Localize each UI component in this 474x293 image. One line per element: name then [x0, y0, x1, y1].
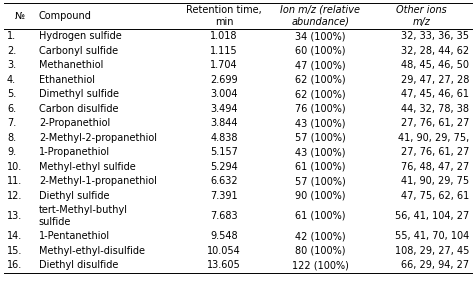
Text: 66, 29, 94, 27: 66, 29, 94, 27 [401, 260, 469, 270]
Text: 90 (100%): 90 (100%) [295, 191, 346, 201]
Text: 57 (100%): 57 (100%) [295, 133, 346, 143]
Text: Diethyl disulfide: Diethyl disulfide [39, 260, 118, 270]
Text: 61 (100%): 61 (100%) [295, 162, 346, 172]
Text: 15.: 15. [7, 246, 22, 256]
Text: 41, 90, 29, 75,: 41, 90, 29, 75, [398, 133, 469, 143]
Text: 57 (100%): 57 (100%) [295, 176, 346, 186]
Text: 122 (100%): 122 (100%) [292, 260, 348, 270]
Text: 1.704: 1.704 [210, 60, 238, 70]
Text: 1.115: 1.115 [210, 46, 238, 56]
Text: 42 (100%): 42 (100%) [295, 231, 346, 241]
Text: 2.699: 2.699 [210, 75, 238, 85]
Text: 2.: 2. [7, 46, 16, 56]
Text: 11.: 11. [7, 176, 22, 186]
Text: 7.: 7. [7, 118, 16, 128]
Text: 6.: 6. [7, 104, 16, 114]
Text: tert-Methyl-buthyl
sulfide: tert-Methyl-buthyl sulfide [39, 205, 128, 227]
Text: 1.018: 1.018 [210, 31, 238, 41]
Text: Dimethyl sulfide: Dimethyl sulfide [39, 89, 119, 99]
Text: Other ions
m/z: Other ions m/z [396, 5, 447, 27]
Text: 56, 41, 104, 27: 56, 41, 104, 27 [395, 211, 469, 221]
Text: Methyl-ethyl-disulfide: Methyl-ethyl-disulfide [39, 246, 145, 256]
Text: 13.605: 13.605 [207, 260, 241, 270]
Text: 47 (100%): 47 (100%) [295, 60, 346, 70]
Text: 2-Methyl-2-propanethiol: 2-Methyl-2-propanethiol [39, 133, 157, 143]
Text: Carbon disulfide: Carbon disulfide [39, 104, 118, 114]
Text: 4.: 4. [7, 75, 16, 85]
Text: 43 (100%): 43 (100%) [295, 147, 346, 157]
Text: 61 (100%): 61 (100%) [295, 211, 346, 221]
Text: 27, 76, 61, 27: 27, 76, 61, 27 [401, 118, 469, 128]
Text: Diethyl sulfide: Diethyl sulfide [39, 191, 109, 201]
Text: 16.: 16. [7, 260, 22, 270]
Text: 13.: 13. [7, 211, 22, 221]
Text: 62 (100%): 62 (100%) [295, 89, 346, 99]
Text: 55, 41, 70, 104: 55, 41, 70, 104 [395, 231, 469, 241]
Text: 80 (100%): 80 (100%) [295, 246, 346, 256]
Text: Methyl-ethyl sulfide: Methyl-ethyl sulfide [39, 162, 136, 172]
Text: 2-Methyl-1-propanethiol: 2-Methyl-1-propanethiol [39, 176, 157, 186]
Text: 6.632: 6.632 [210, 176, 238, 186]
Text: 1-Propanethiol: 1-Propanethiol [39, 147, 110, 157]
Text: 62 (100%): 62 (100%) [295, 75, 346, 85]
Text: Retention time,
min: Retention time, min [186, 5, 262, 27]
Text: 47, 75, 62, 61: 47, 75, 62, 61 [401, 191, 469, 201]
Text: 8.: 8. [7, 133, 16, 143]
Text: 32, 33, 36, 35: 32, 33, 36, 35 [401, 31, 469, 41]
Text: 5.294: 5.294 [210, 162, 238, 172]
Text: 29, 47, 27, 28: 29, 47, 27, 28 [401, 75, 469, 85]
Text: 10.054: 10.054 [207, 246, 241, 256]
Text: Ethanethiol: Ethanethiol [39, 75, 95, 85]
Text: 47, 45, 46, 61: 47, 45, 46, 61 [401, 89, 469, 99]
Text: 43 (100%): 43 (100%) [295, 118, 346, 128]
Text: 7.683: 7.683 [210, 211, 238, 221]
Text: 5.157: 5.157 [210, 147, 238, 157]
Text: 10.: 10. [7, 162, 22, 172]
Text: 1-Pentanethiol: 1-Pentanethiol [39, 231, 110, 241]
Text: 34 (100%): 34 (100%) [295, 31, 346, 41]
Text: 3.844: 3.844 [210, 118, 238, 128]
Text: 32, 28, 44, 62: 32, 28, 44, 62 [401, 46, 469, 56]
Text: 44, 32, 78, 38: 44, 32, 78, 38 [401, 104, 469, 114]
Text: Carbonyl sulfide: Carbonyl sulfide [39, 46, 118, 56]
Text: 9.: 9. [7, 147, 16, 157]
Text: 27, 76, 61, 27: 27, 76, 61, 27 [401, 147, 469, 157]
Text: 5.: 5. [7, 89, 16, 99]
Text: 76, 48, 47, 27: 76, 48, 47, 27 [401, 162, 469, 172]
Text: №: № [15, 11, 25, 21]
Text: Compound: Compound [39, 11, 91, 21]
Text: 48, 45, 46, 50: 48, 45, 46, 50 [401, 60, 469, 70]
Text: 3.: 3. [7, 60, 16, 70]
Text: 3.494: 3.494 [210, 104, 238, 114]
Text: Methanethiol: Methanethiol [39, 60, 103, 70]
Text: 12.: 12. [7, 191, 22, 201]
Text: 60 (100%): 60 (100%) [295, 46, 346, 56]
Text: 4.838: 4.838 [210, 133, 238, 143]
Text: 3.004: 3.004 [210, 89, 238, 99]
Text: 14.: 14. [7, 231, 22, 241]
Text: 41, 90, 29, 75: 41, 90, 29, 75 [401, 176, 469, 186]
Text: 76 (100%): 76 (100%) [295, 104, 346, 114]
Text: 1.: 1. [7, 31, 16, 41]
Text: Hydrogen sulfide: Hydrogen sulfide [39, 31, 121, 41]
Text: 2-Propanethiol: 2-Propanethiol [39, 118, 110, 128]
Text: Ion m/z (relative
abundance): Ion m/z (relative abundance) [280, 5, 360, 27]
Text: 9.548: 9.548 [210, 231, 238, 241]
Text: 108, 29, 27, 45: 108, 29, 27, 45 [395, 246, 469, 256]
Text: 7.391: 7.391 [210, 191, 238, 201]
